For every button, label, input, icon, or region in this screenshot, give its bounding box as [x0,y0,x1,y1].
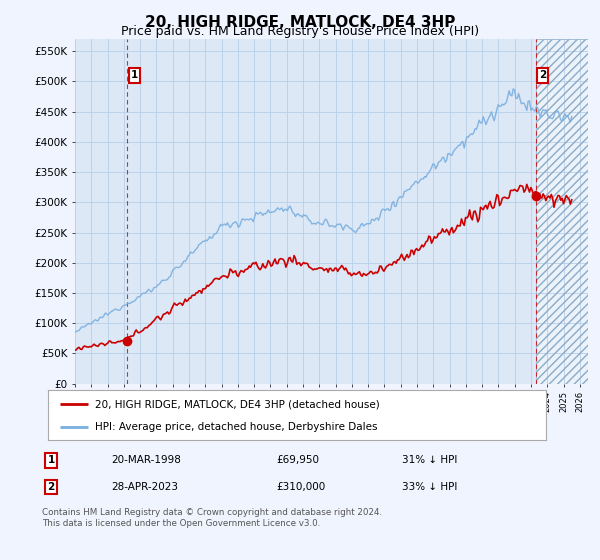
Text: 33% ↓ HPI: 33% ↓ HPI [402,482,457,492]
Text: 1: 1 [131,71,138,81]
Text: £310,000: £310,000 [276,482,325,492]
Text: 28-APR-2023: 28-APR-2023 [111,482,178,492]
Text: HPI: Average price, detached house, Derbyshire Dales: HPI: Average price, detached house, Derb… [95,422,378,432]
Text: 20, HIGH RIDGE, MATLOCK, DE4 3HP (detached house): 20, HIGH RIDGE, MATLOCK, DE4 3HP (detach… [95,399,380,409]
Text: 20-MAR-1998: 20-MAR-1998 [111,455,181,465]
Bar [536,39,588,384]
Text: Contains HM Land Registry data © Crown copyright and database right 2024.
This d: Contains HM Land Registry data © Crown c… [42,508,382,528]
Text: 31% ↓ HPI: 31% ↓ HPI [402,455,457,465]
Text: 2: 2 [47,482,55,492]
Text: 1: 1 [47,455,55,465]
Text: £69,950: £69,950 [276,455,319,465]
Text: Price paid vs. HM Land Registry's House Price Index (HPI): Price paid vs. HM Land Registry's House … [121,25,479,38]
Text: 2: 2 [539,71,546,81]
Text: 20, HIGH RIDGE, MATLOCK, DE4 3HP: 20, HIGH RIDGE, MATLOCK, DE4 3HP [145,15,455,30]
